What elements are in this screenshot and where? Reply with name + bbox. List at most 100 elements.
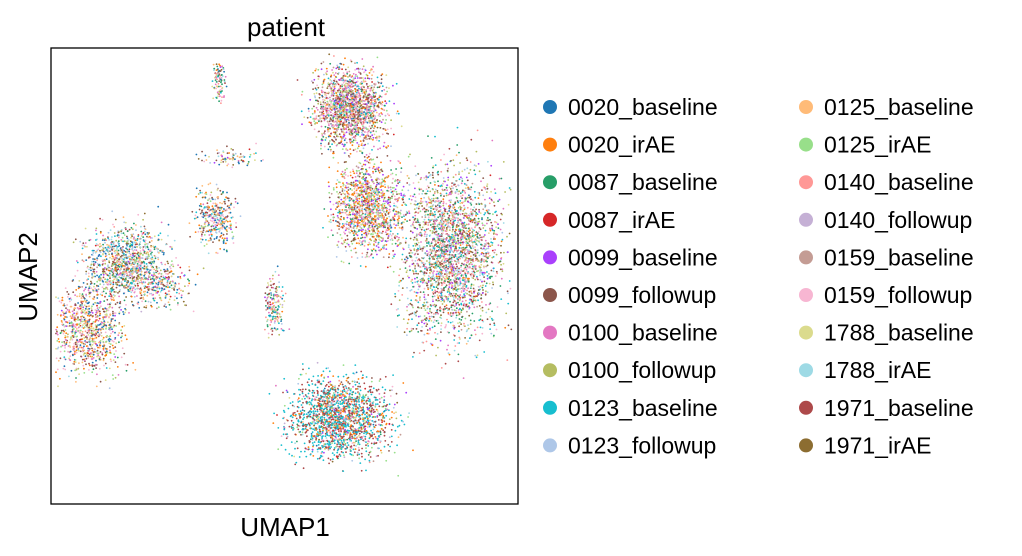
data-point <box>226 152 229 155</box>
data-point <box>364 187 367 190</box>
data-point <box>91 349 94 352</box>
data-point <box>223 95 226 97</box>
data-point <box>57 385 59 388</box>
data-point <box>358 161 361 164</box>
data-point <box>389 159 392 162</box>
data-point <box>150 254 153 256</box>
data-point <box>107 264 109 267</box>
data-point <box>214 229 216 231</box>
data-point <box>223 79 226 81</box>
data-point <box>221 65 224 68</box>
data-point <box>360 144 363 147</box>
data-point <box>86 283 89 285</box>
data-point <box>211 205 214 208</box>
data-point <box>131 235 134 238</box>
data-point <box>83 343 86 346</box>
data-point <box>62 367 65 370</box>
data-point <box>342 185 345 187</box>
data-point <box>365 116 367 119</box>
data-point <box>102 347 105 350</box>
data-point <box>370 112 373 115</box>
data-point <box>343 79 346 82</box>
data-point <box>219 85 222 88</box>
data-point <box>79 350 82 353</box>
data-point <box>369 122 372 124</box>
data-point <box>150 269 153 271</box>
data-point <box>265 299 267 302</box>
data-point <box>317 100 320 103</box>
data-point <box>107 237 110 240</box>
data-point <box>334 117 337 120</box>
data-point <box>136 265 139 268</box>
data-point <box>121 335 123 338</box>
data-point <box>90 287 92 289</box>
data-point <box>78 340 81 343</box>
data-point <box>68 357 70 360</box>
data-point <box>157 205 160 208</box>
data-point <box>205 220 208 223</box>
data-point <box>338 122 341 124</box>
data-point <box>333 55 335 57</box>
data-point <box>225 219 228 222</box>
data-point <box>75 377 77 379</box>
data-point <box>155 265 158 268</box>
data-point <box>264 296 266 299</box>
data-point <box>95 343 98 346</box>
data-point <box>329 96 331 99</box>
data-point <box>386 155 389 157</box>
data-point <box>330 118 332 121</box>
data-point <box>113 353 116 355</box>
data-point <box>331 120 334 122</box>
data-point <box>362 163 365 166</box>
data-point <box>246 164 249 167</box>
data-point <box>197 193 200 195</box>
data-point <box>76 324 78 326</box>
data-point <box>88 295 91 298</box>
data-point <box>126 245 128 248</box>
data-point <box>364 69 367 72</box>
data-point <box>109 293 112 295</box>
data-point <box>280 328 283 330</box>
data-point <box>108 244 110 247</box>
data-point <box>318 96 321 99</box>
data-point <box>333 108 336 111</box>
data-point <box>198 224 201 227</box>
data-point <box>144 239 147 242</box>
data-point <box>214 83 217 86</box>
data-point <box>328 124 330 127</box>
data-point <box>353 119 355 122</box>
data-point <box>208 210 211 212</box>
data-point <box>127 242 129 245</box>
data-point <box>347 116 350 119</box>
data-point <box>385 102 388 105</box>
data-point <box>201 209 203 212</box>
data-point <box>134 280 137 283</box>
data-point <box>321 94 323 97</box>
data-point <box>346 109 348 111</box>
data-point <box>341 68 343 71</box>
data-point <box>99 279 101 282</box>
data-point <box>333 121 336 123</box>
data-point <box>315 117 318 120</box>
data-point <box>103 343 106 346</box>
data-point <box>78 323 81 326</box>
data-point <box>374 109 377 112</box>
data-point <box>312 81 314 84</box>
data-point <box>351 118 353 120</box>
data-point <box>201 191 204 194</box>
data-point <box>269 296 272 299</box>
data-point <box>381 85 384 88</box>
data-point <box>88 348 91 350</box>
data-point <box>118 332 120 334</box>
data-point <box>61 299 64 301</box>
data-point <box>64 312 67 315</box>
data-point <box>352 113 355 115</box>
data-point <box>220 193 223 196</box>
data-point <box>78 295 81 298</box>
data-point <box>88 285 91 288</box>
data-point <box>361 99 363 102</box>
data-point <box>121 247 123 250</box>
data-point <box>350 134 353 137</box>
data-point <box>224 217 226 219</box>
data-point <box>114 218 117 221</box>
